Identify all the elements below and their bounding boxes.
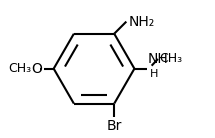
Text: NH: NH xyxy=(147,52,168,66)
Text: H: H xyxy=(150,69,158,79)
Text: NH₂: NH₂ xyxy=(128,15,155,29)
Text: O: O xyxy=(32,62,43,76)
Text: CH₃: CH₃ xyxy=(8,62,31,75)
Text: CH₃: CH₃ xyxy=(159,52,182,65)
Text: Br: Br xyxy=(107,119,122,133)
